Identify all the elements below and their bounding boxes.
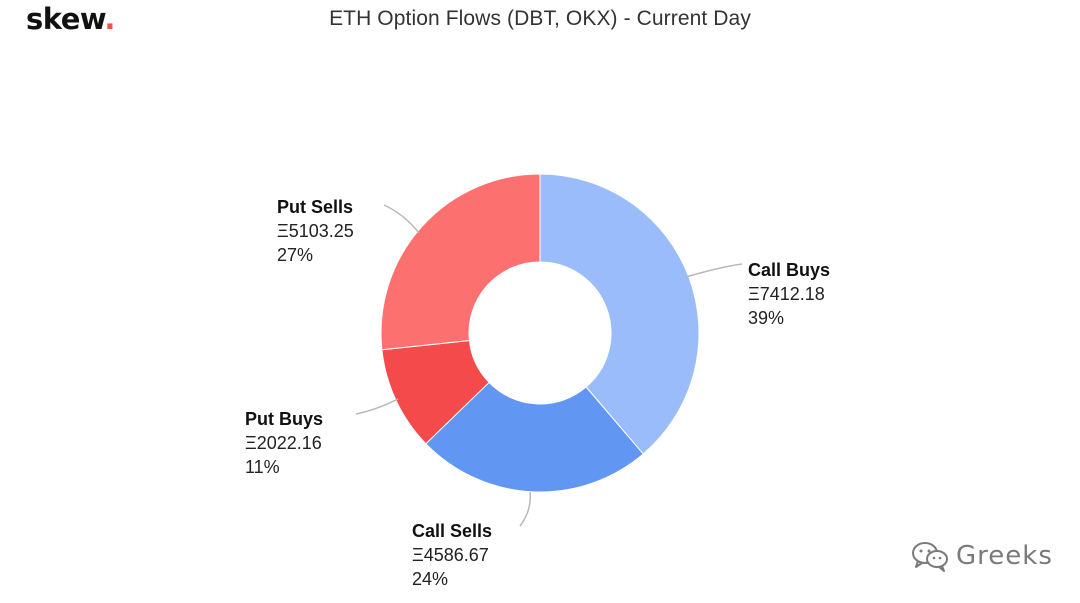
label-name-put-buys: Put Buys (245, 409, 323, 429)
connector-call-buys (685, 263, 743, 278)
label-value-put-buys: Ξ2022.16 (245, 433, 322, 453)
label-percent-call-buys: 39% (748, 308, 784, 328)
donut-slices (380, 173, 700, 493)
logo-text: skew (26, 2, 105, 36)
label-name-call-buys: Call Buys (748, 260, 830, 280)
skew-logo: skew. (26, 2, 115, 36)
connector-put-sells (383, 204, 420, 234)
label-value-call-buys: Ξ7412.18 (748, 284, 825, 304)
label-name-put-sells: Put Sells (277, 197, 353, 217)
label-value-put-sells: Ξ5103.25 (277, 221, 354, 241)
label-connectors (355, 204, 743, 527)
label-percent-put-buys: 11% (245, 457, 280, 477)
label-percent-call-sells: 24% (412, 569, 448, 589)
label-name-call-sells: Call Sells (412, 521, 492, 541)
label-value-call-sells: Ξ4586.67 (412, 545, 489, 565)
label-percent-put-sells: 27% (277, 245, 313, 265)
slice-call-buys (539, 173, 700, 455)
chart-title: ETH Option Flows (DBT, OKX) - Current Da… (329, 7, 751, 30)
slice-put-sells (380, 173, 541, 351)
wechat-icon (912, 542, 948, 572)
data-labels: Call Buys Ξ7412.18 39% Call Sells Ξ4586.67 24… (245, 197, 830, 589)
watermark: Greeks (910, 540, 1053, 572)
connector-call-sells (519, 491, 532, 527)
logo-dot: . (104, 2, 115, 36)
slice-call-sells (425, 381, 644, 493)
watermark-text: Greeks (956, 541, 1053, 571)
connector-put-buys (355, 398, 399, 415)
